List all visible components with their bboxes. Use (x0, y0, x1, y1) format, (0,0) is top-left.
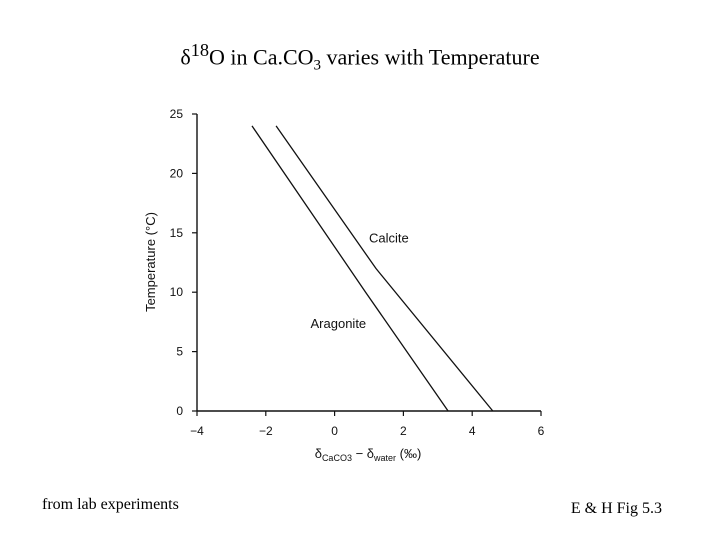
footer-source-note: from lab experiments (42, 496, 179, 513)
title-pre: O in Ca.CO (209, 44, 314, 70)
x-label-sub1: CaCO3 (322, 453, 352, 463)
x-axis-label: δCaCO3 − δwater (‰) (315, 446, 422, 463)
annotation-aragonite: Aragonite (311, 316, 367, 331)
chart-series (251, 125, 494, 412)
y-tick-label: 10 (170, 285, 184, 299)
x-tick-label: 6 (538, 424, 545, 438)
x-label-minus: − δ (352, 446, 374, 461)
x-label-sub2: water (373, 453, 396, 463)
x-label-delta: δ (315, 446, 322, 461)
x-label-unit: (‰) (396, 446, 421, 461)
footer-figure-ref: E & H Fig 5.3 (570, 500, 662, 517)
chart-axes (196, 114, 541, 412)
y-axis-label: Temperature (°C) (143, 212, 158, 312)
y-tick-label: 0 (176, 404, 183, 418)
x-tick-label: 2 (400, 424, 407, 438)
chart-annotations: Calcite Aragonite (311, 230, 409, 331)
y-tick-label: 15 (170, 226, 184, 240)
title-subscript: 3 (313, 57, 322, 74)
x-tick-label: 4 (469, 424, 476, 438)
x-tick-label: 0 (331, 424, 338, 438)
series-line-calcite (275, 125, 494, 412)
series-line-aragonite (251, 125, 449, 412)
annotation-calcite: Calcite (369, 230, 409, 245)
title-post: varies with Temperature (321, 44, 540, 70)
chart-ticks: 0 5 10 15 20 25 −4 −2 0 2 4 6 (170, 107, 545, 438)
title-delta: δ (180, 44, 191, 70)
title-superscript: 18 (190, 40, 210, 60)
x-tick-label: −4 (190, 424, 204, 438)
y-tick-label: 25 (170, 107, 184, 121)
y-tick-label: 5 (176, 345, 183, 359)
y-tick-label: 20 (170, 166, 184, 180)
chart-title: δ18O in Ca.CO3 varies with Temperature (0, 40, 720, 75)
x-tick-label: −2 (259, 424, 273, 438)
